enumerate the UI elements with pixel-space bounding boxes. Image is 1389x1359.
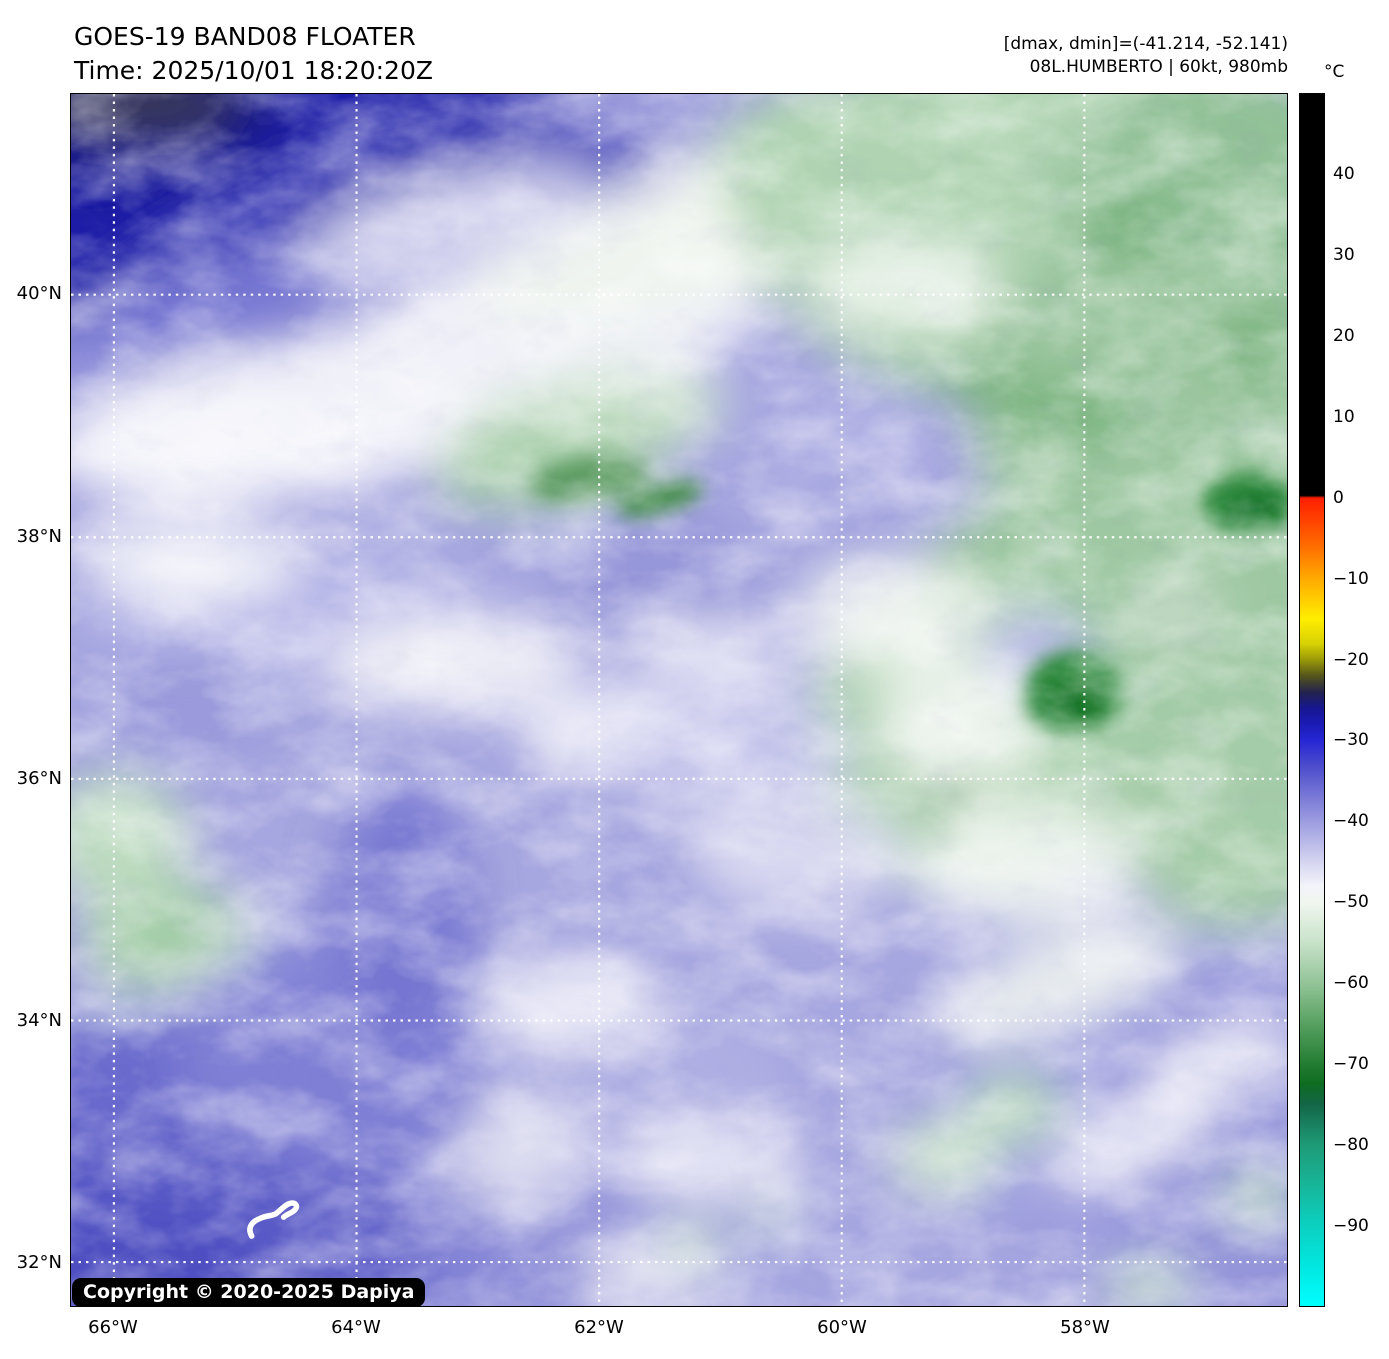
- colorbar-tick-20: 20: [1333, 326, 1355, 346]
- colorbar-tick-30: 30: [1333, 245, 1355, 265]
- colorbar-tick-m30: −30: [1333, 730, 1369, 750]
- satellite-imagery: [71, 94, 1287, 1306]
- timestamp: Time: 2025/10/01 18:20:20Z: [74, 56, 433, 85]
- lon-label-64w: 64°W: [331, 1317, 381, 1338]
- colorbar-tick-m60: −60: [1333, 973, 1369, 993]
- colorbar-tick-m40: −40: [1333, 811, 1369, 831]
- lat-label-40n: 40°N: [16, 283, 62, 304]
- colorbar-tick-m90: −90: [1333, 1216, 1369, 1236]
- dmax-dmin-readout: [dmax, dmin]=(-41.214, -52.141): [1003, 34, 1288, 54]
- colorbar-tick-m70: −70: [1333, 1054, 1369, 1074]
- storm-info: 08L.HUMBERTO | 60kt, 980mb: [1029, 57, 1288, 77]
- lat-label-32n: 32°N: [16, 1252, 62, 1273]
- lon-label-62w: 62°W: [574, 1317, 624, 1338]
- title-block: GOES-19 BAND08 FLOATER Time: 2025/10/01 …: [74, 20, 433, 88]
- page-title: GOES-19 BAND08 FLOATER: [74, 22, 416, 51]
- bermuda-island-outline: [247, 1200, 300, 1239]
- copyright-badge: Copyright © 2020-2025 Dapiya: [72, 1278, 426, 1307]
- colorbar-tick-m80: −80: [1333, 1135, 1369, 1155]
- header-right: [dmax, dmin]=(-41.214, -52.141) 08L.HUMB…: [1004, 33, 1288, 79]
- lat-label-38n: 38°N: [16, 526, 62, 547]
- lon-label-66w: 66°W: [88, 1317, 138, 1338]
- colorbar-tick-m50: −50: [1333, 892, 1369, 912]
- colorbar-tick-0: 0: [1333, 488, 1344, 508]
- colorbar-tick-10: 10: [1333, 407, 1355, 427]
- lat-label-34n: 34°N: [16, 1010, 62, 1031]
- lon-label-60w: 60°W: [817, 1317, 867, 1338]
- colorbar-tick-40: 40: [1333, 164, 1355, 184]
- satellite-map: [70, 93, 1288, 1307]
- colorbar-gradient: [1299, 93, 1325, 1307]
- lat-label-36n: 36°N: [16, 768, 62, 789]
- colorbar-unit-label: °C: [1324, 62, 1345, 82]
- lon-label-58w: 58°W: [1060, 1317, 1110, 1338]
- colorbar-tick-m20: −20: [1333, 650, 1369, 670]
- colorbar-tick-m10: −10: [1333, 569, 1369, 589]
